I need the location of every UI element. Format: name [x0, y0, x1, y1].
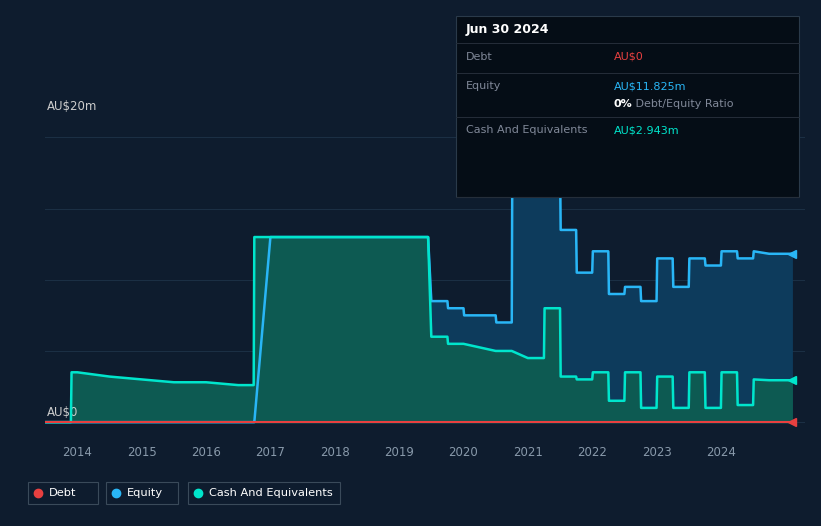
- Text: AU$0: AU$0: [613, 52, 644, 62]
- Text: Cash And Equivalents: Cash And Equivalents: [209, 488, 333, 498]
- Text: AU$20m: AU$20m: [47, 100, 97, 113]
- Text: Cash And Equivalents: Cash And Equivalents: [466, 125, 587, 135]
- Text: AU$0: AU$0: [47, 406, 78, 419]
- Text: Equity: Equity: [466, 81, 501, 91]
- Text: AU$2.943m: AU$2.943m: [613, 125, 679, 135]
- Text: Debt: Debt: [48, 488, 76, 498]
- Text: Jun 30 2024: Jun 30 2024: [466, 23, 549, 36]
- Text: Debt/Equity Ratio: Debt/Equity Ratio: [631, 99, 733, 109]
- Text: 0%: 0%: [613, 99, 632, 109]
- Text: Debt: Debt: [466, 52, 493, 62]
- Text: Equity: Equity: [126, 488, 163, 498]
- Text: AU$11.825m: AU$11.825m: [613, 81, 686, 91]
